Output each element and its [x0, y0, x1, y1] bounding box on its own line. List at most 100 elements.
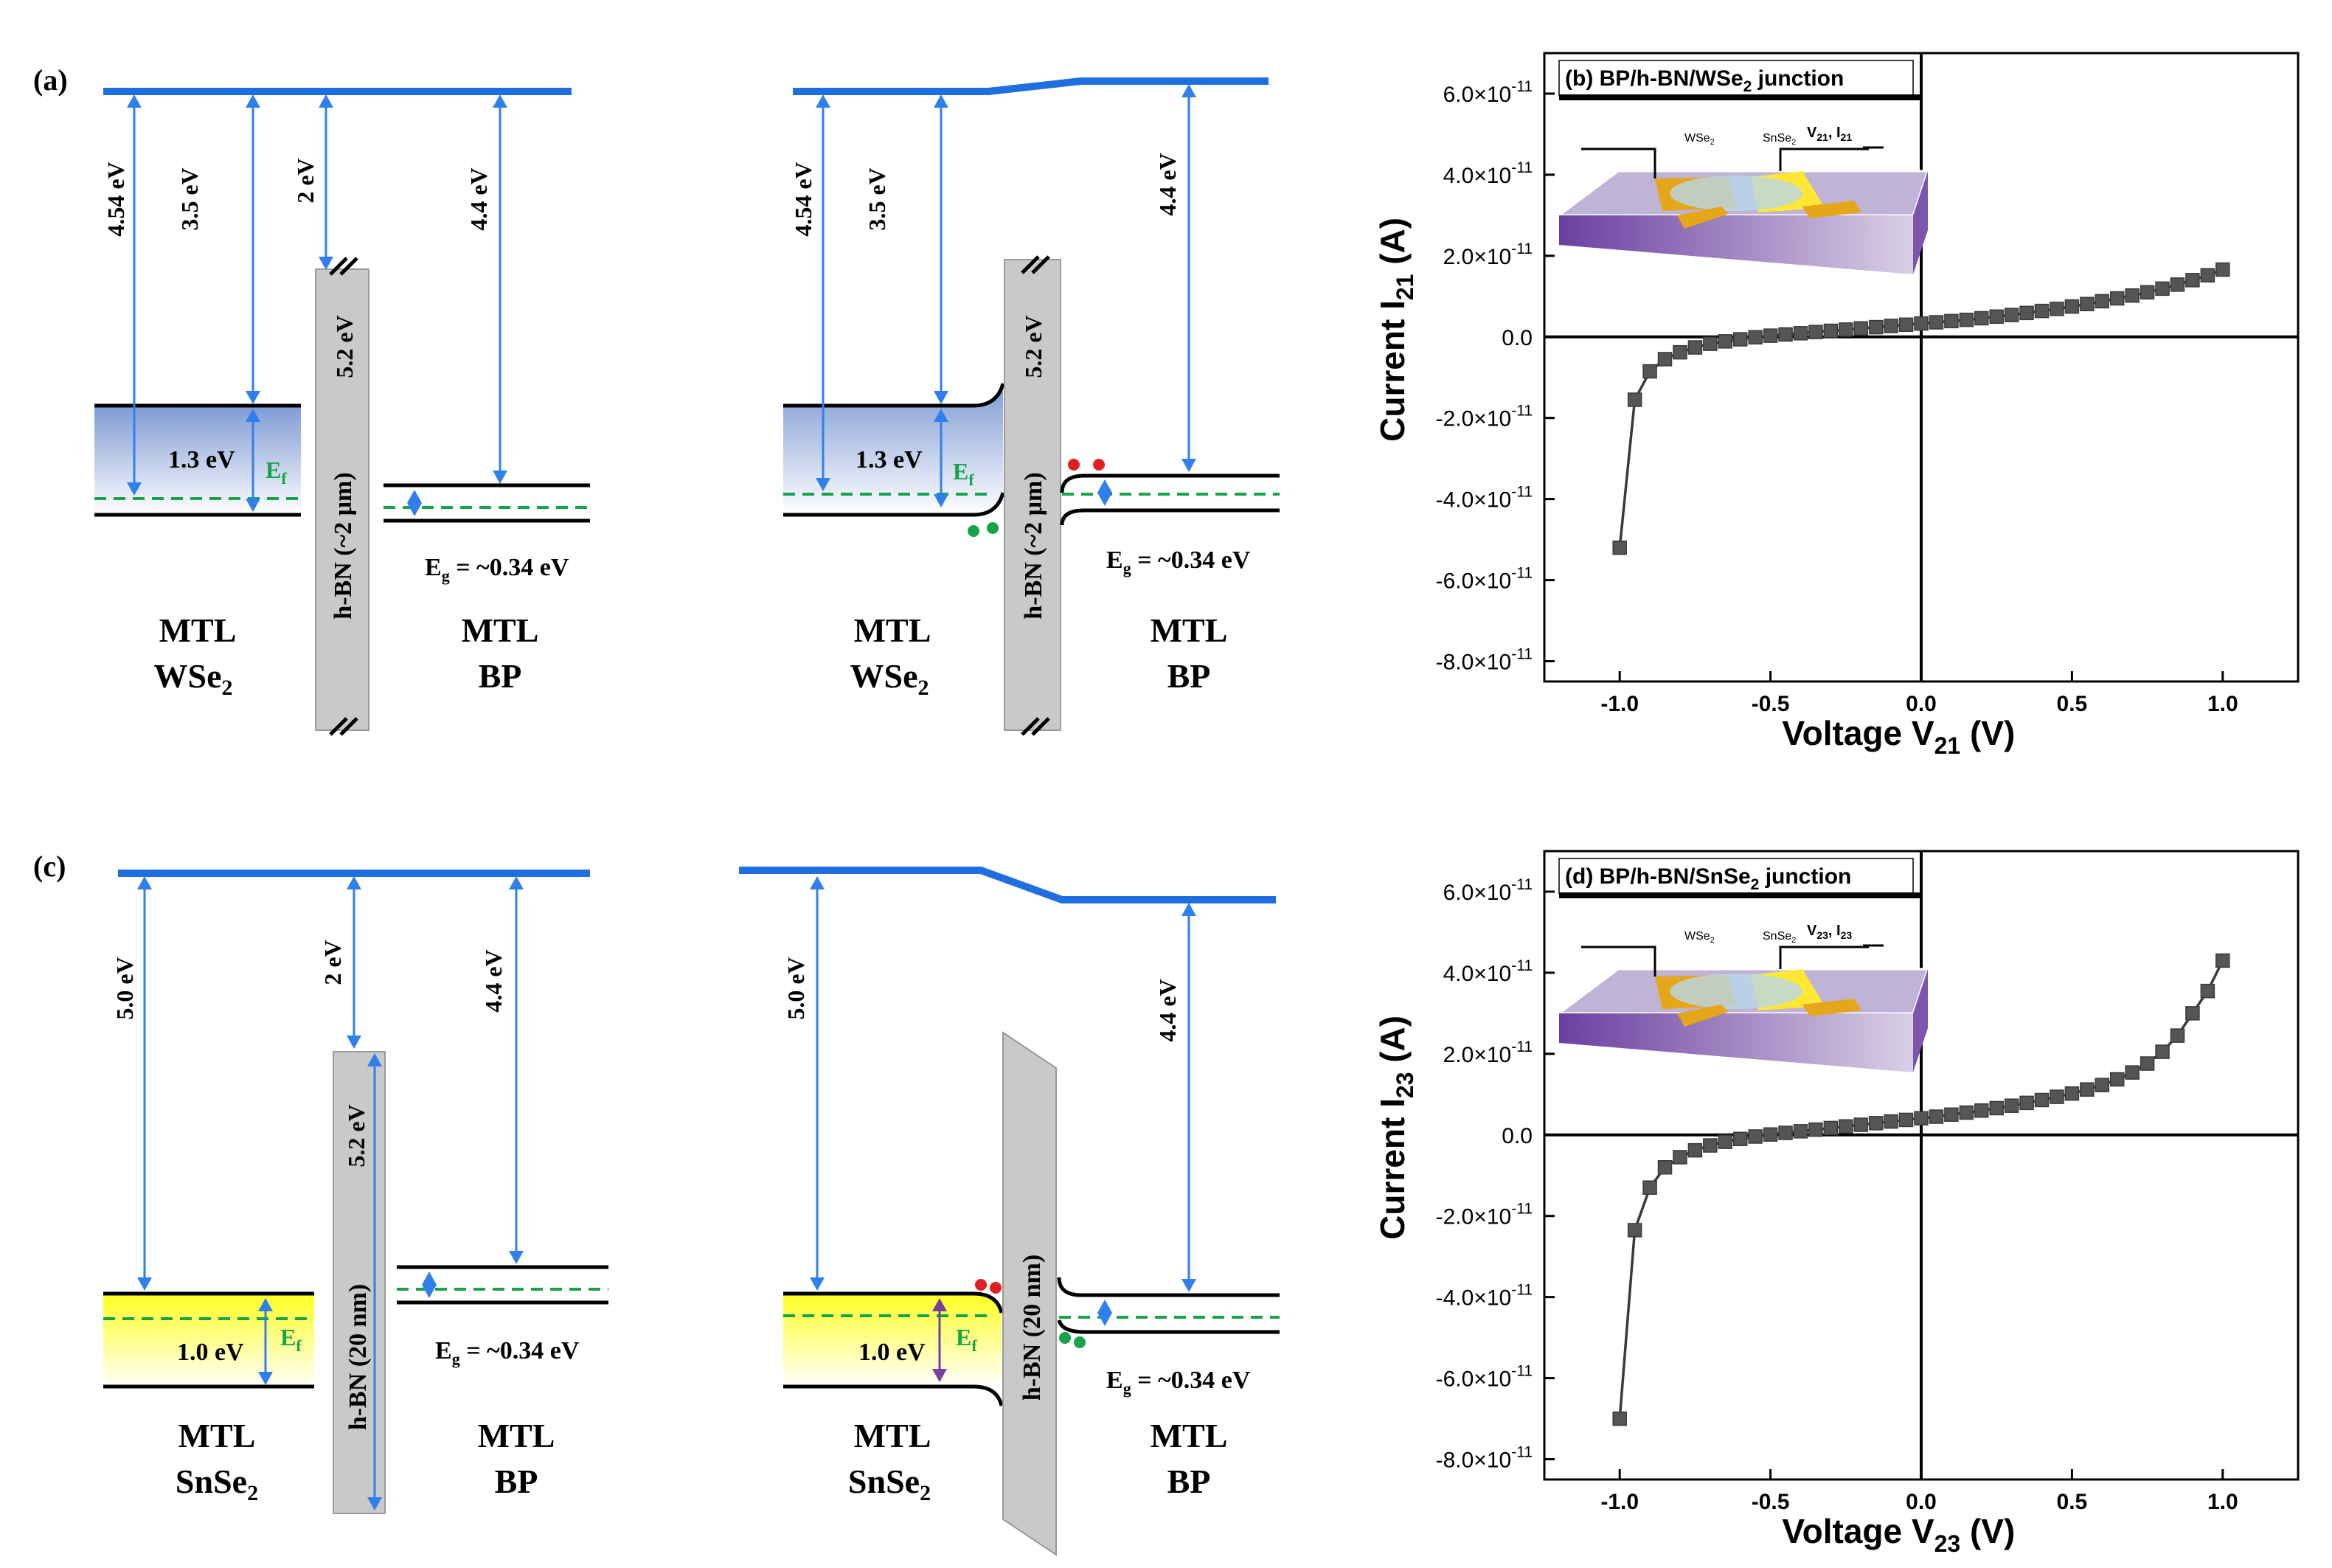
- inset-label-wse2: WSe2: [1684, 930, 1715, 945]
- data-point: [1687, 340, 1703, 355]
- data-point: [1944, 313, 1959, 329]
- data-point: [1703, 1138, 1718, 1153]
- data-point: [2140, 285, 2155, 300]
- data-point: [1884, 319, 1898, 333]
- arrow-bp-gap: [1097, 1300, 1112, 1326]
- arrow-bp-gap: [422, 1272, 437, 1298]
- inset-label-snse2: SnSe2: [1763, 930, 1796, 945]
- hole-dot: [1074, 1336, 1086, 1348]
- data-point: [1703, 336, 1718, 351]
- data-point: [1823, 323, 1839, 339]
- x-axis-label: Voltage V23 (V): [1782, 1512, 2015, 1557]
- y-tick-label: -4.0×10-11: [1436, 484, 1533, 513]
- label-wse2-gap: 1.3 eV: [856, 446, 923, 473]
- data-point: [1657, 1159, 1673, 1175]
- bp-conduction-band: [1060, 473, 1280, 493]
- label-2-ev: 2 eV: [292, 158, 319, 203]
- data-point: [1673, 1150, 1687, 1165]
- y-tick-label: 6.0×10-11: [1443, 876, 1533, 905]
- y-tick-label: -4.0×10-11: [1436, 1282, 1533, 1311]
- electron-dot: [975, 1279, 987, 1291]
- data-point: [1808, 325, 1823, 339]
- data-point: [2064, 1086, 2080, 1101]
- data-point: [1793, 326, 1808, 341]
- data-point: [2140, 1056, 2155, 1071]
- arrow-5-0-ev: [810, 876, 825, 1291]
- data-point: [2004, 1098, 2019, 1113]
- label-mat2-line2: BP: [1167, 1463, 1211, 1500]
- data-point: [1959, 1105, 1974, 1120]
- data-point: [1808, 1122, 1823, 1137]
- y-tick-label: -8.0×10-11: [1436, 646, 1533, 675]
- y-axis-label: Current I23 (A): [1373, 1016, 1418, 1240]
- data-point: [1914, 1111, 1929, 1125]
- snse2-conduction-band: [783, 1291, 1004, 1314]
- label-mat1-line1: MTL: [854, 611, 931, 649]
- label-bp-gap: Eg = ~0.34 eV: [1106, 1367, 1251, 1398]
- data-point: [1868, 1116, 1884, 1131]
- electrode: [1802, 201, 1861, 218]
- bp-valence-band: [1057, 1319, 1280, 1334]
- data-point: [2034, 1092, 2050, 1108]
- chart-b-iv-curve: 6.0×10-11 4.0×10-11 2.0×10-11 0.0 -2.0×10-11…: [1373, 52, 2300, 759]
- hbn-barrier-tilted: [1002, 1031, 1057, 1556]
- panel-a-right: 4.54 eV 3.5 eV 1.3 eV Ef 5.2 eV h-BN (~2…: [783, 77, 1280, 736]
- break-mark: [1021, 717, 1040, 736]
- data-point: [1673, 344, 1687, 360]
- label-mat2-line1: MTL: [1151, 611, 1228, 649]
- data-point: [1687, 1142, 1703, 1158]
- label-mat1-line2: SnSe2: [848, 1463, 931, 1505]
- arrow-wse2-gap: [934, 409, 948, 507]
- break-mark: [1021, 255, 1040, 274]
- data-point: [2050, 302, 2064, 316]
- hbn-barrier: [333, 1051, 386, 1514]
- substrate-side: [1913, 171, 1928, 274]
- data-point: [1627, 392, 1642, 407]
- y-axis-label: Current I21 (A): [1373, 218, 1418, 442]
- inset-label-bias: V21, I21: [1807, 125, 1852, 143]
- x-tick-label: 1.0: [2207, 1490, 2238, 1514]
- data-point: [2185, 273, 2200, 288]
- chart-title: (d) BP/h-BN/SnSe2 junction: [1565, 864, 1851, 893]
- y-tick-label: 0.0: [1502, 1124, 1533, 1148]
- data-point: [1989, 309, 2004, 325]
- vacuum-level-bent: [793, 77, 1269, 95]
- y-tick-label: -6.0×10-11: [1436, 565, 1533, 594]
- data-point: [1974, 311, 1989, 326]
- data-point: [1642, 364, 1657, 379]
- electron-dot: [1093, 459, 1105, 471]
- label-wse2-gap: 1.3 eV: [168, 446, 235, 473]
- data-point: [2034, 303, 2050, 319]
- data-point: [1914, 316, 1929, 331]
- purple-gap-arrow: [932, 1298, 947, 1382]
- arrow-3-5-ev: [934, 94, 948, 404]
- data-point: [2019, 1095, 2034, 1111]
- hbn-flake: [1670, 974, 1802, 1009]
- label-hbn: h-BN (~2 μm): [1020, 472, 1047, 619]
- x-tick-label: -1.0: [1600, 692, 1639, 716]
- label-bp-gap: Eg = ~0.34 eV: [435, 1337, 580, 1368]
- label-2-ev: 2 eV: [319, 940, 346, 985]
- data-point: [2125, 1065, 2140, 1080]
- data-point: [1612, 1411, 1627, 1426]
- data-point: [1778, 1125, 1793, 1140]
- x-axis-label: Voltage V21 (V): [1782, 714, 2015, 759]
- title-underline: [1559, 892, 1920, 898]
- data-point: [1898, 1112, 1914, 1128]
- data-point: [2185, 1006, 2200, 1021]
- data-point: [2200, 983, 2215, 999]
- arrow-bp-gap: [407, 490, 422, 516]
- data-point: [2080, 1082, 2095, 1097]
- label-hbn-gap: 5.2 eV: [343, 1104, 369, 1167]
- data-point: [1884, 1114, 1898, 1129]
- y-tick-label: 4.0×10-11: [1443, 957, 1533, 986]
- break-mark: [339, 717, 358, 736]
- label-3-5-ev: 3.5 eV: [864, 167, 890, 230]
- hole-dot: [987, 522, 999, 534]
- data-point: [1793, 1124, 1808, 1139]
- arrow-3-5-ev: [246, 94, 260, 404]
- data-point: [2109, 1072, 2125, 1087]
- hole-dot: [1059, 1332, 1071, 1344]
- arrow-wse2-gap: [246, 409, 260, 512]
